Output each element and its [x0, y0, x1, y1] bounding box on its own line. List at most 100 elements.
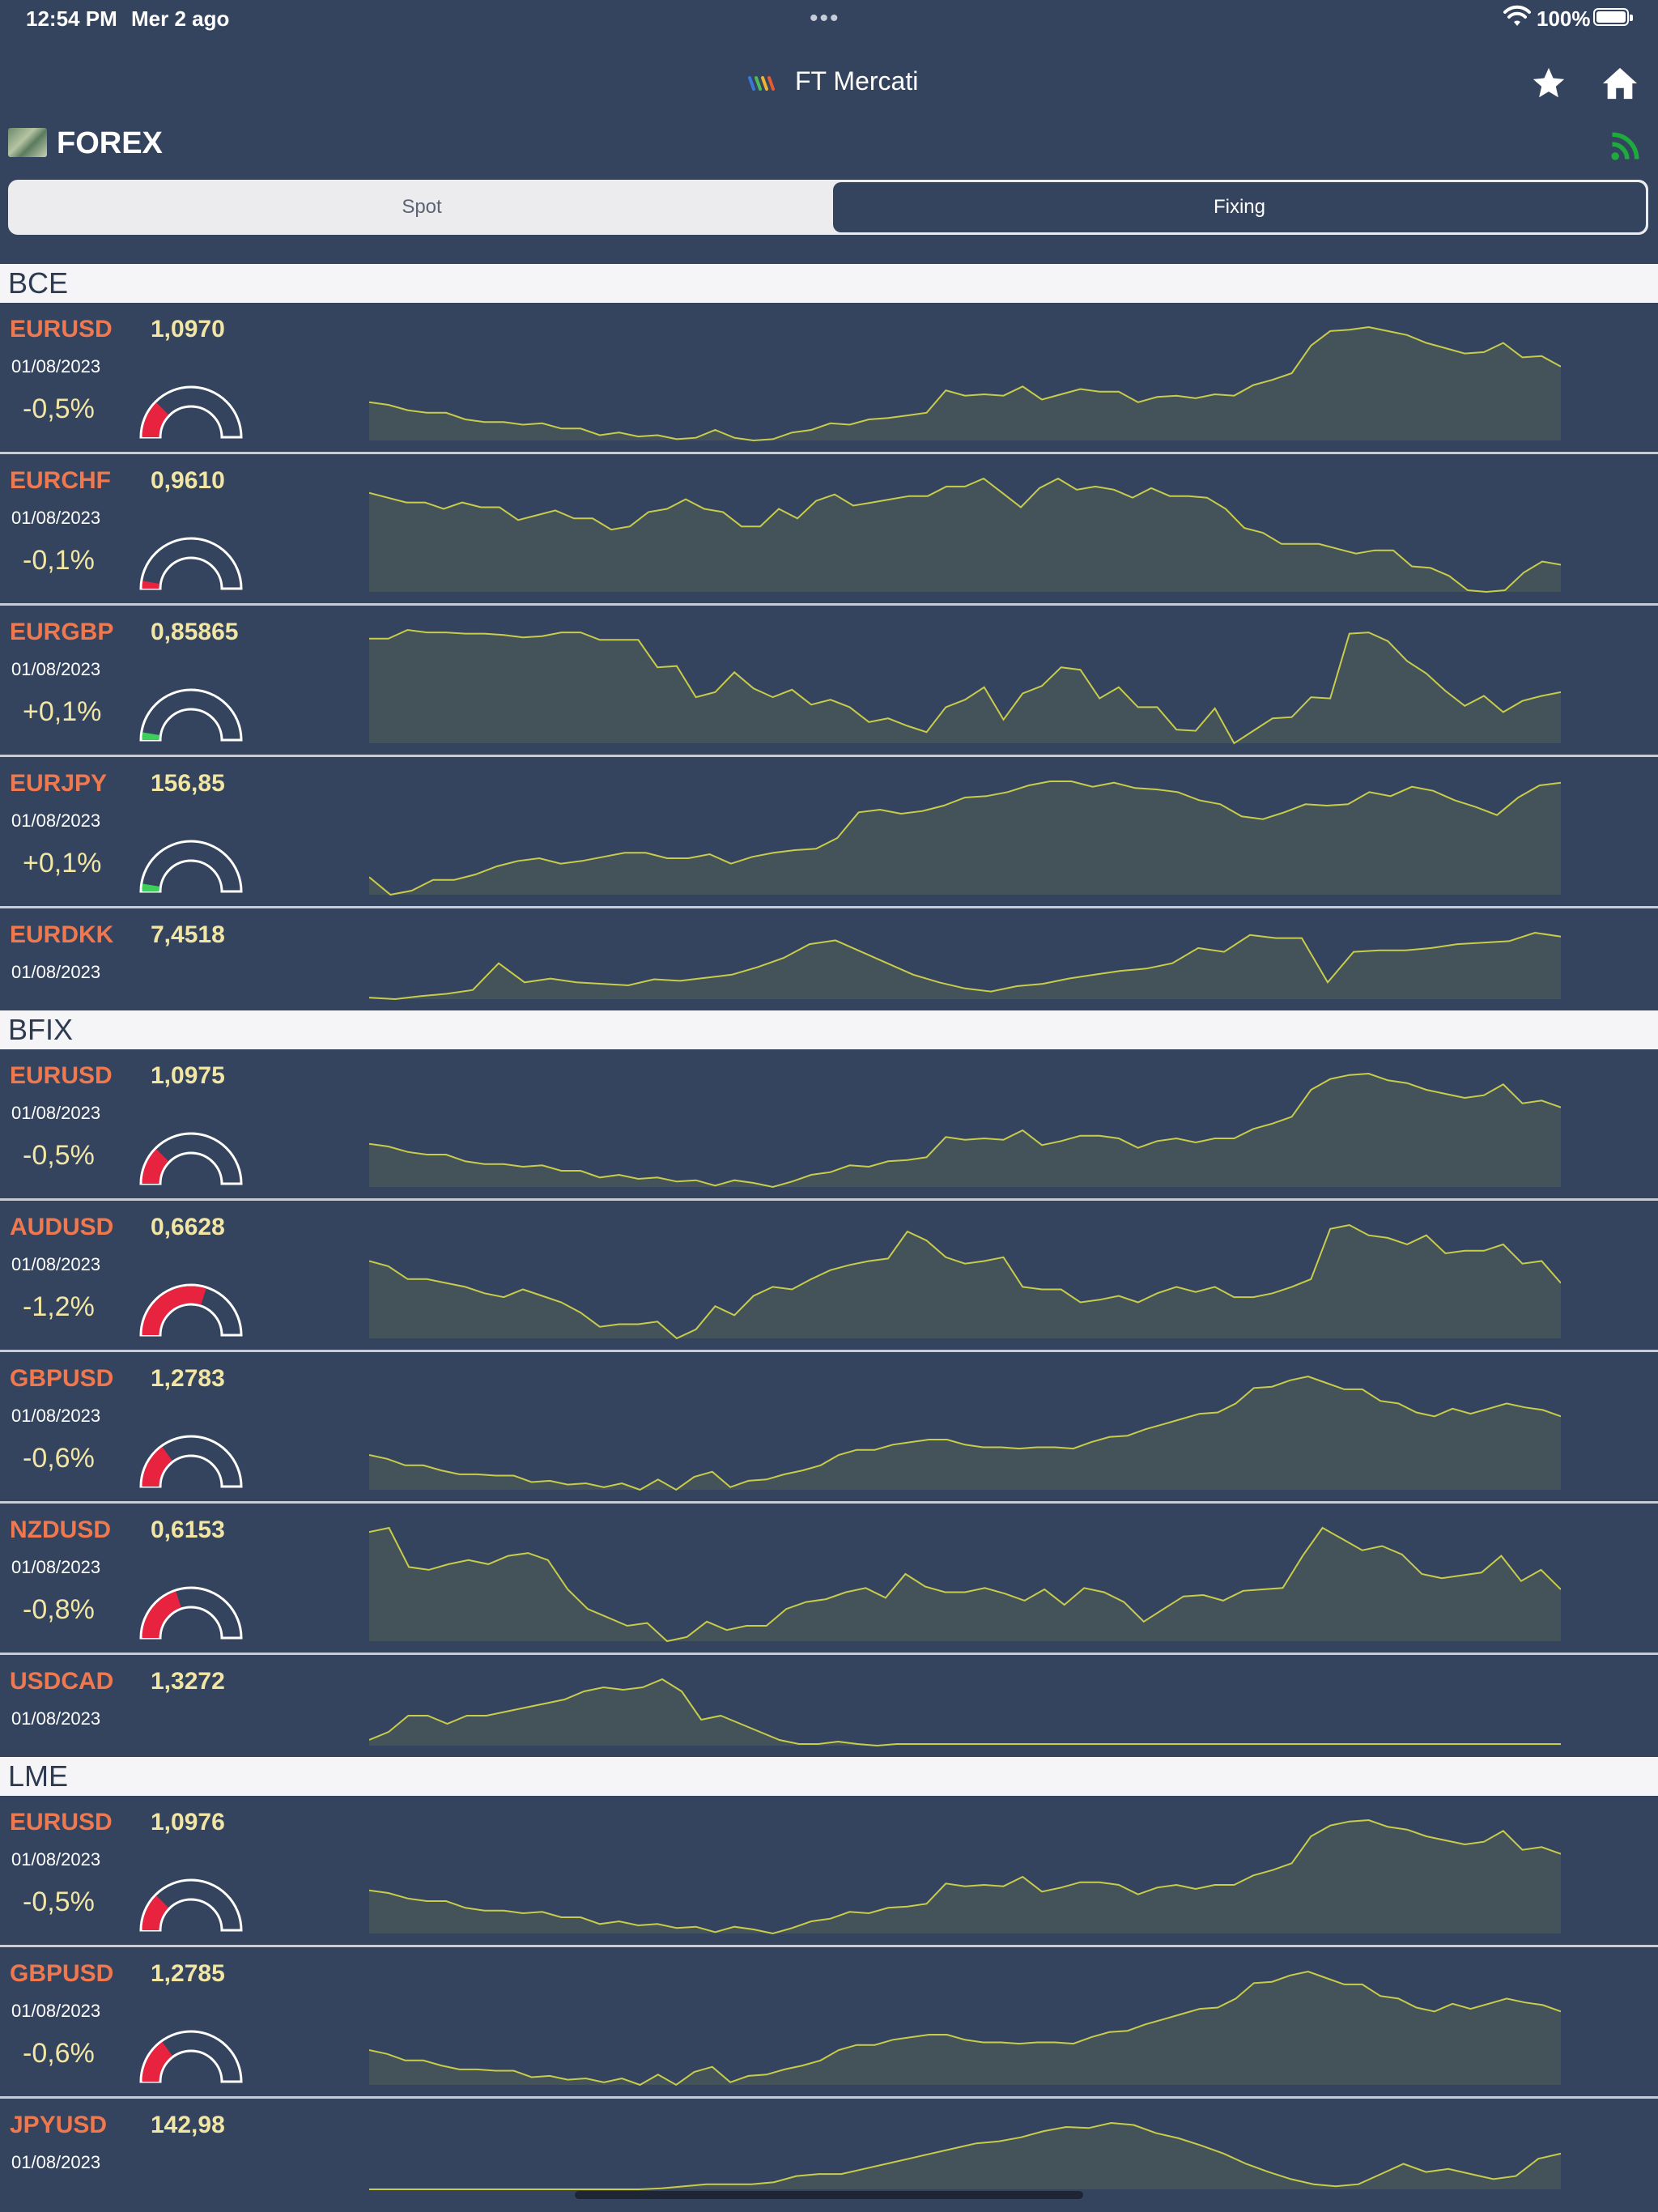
change-percent: -0,6%: [23, 2038, 95, 2069]
rate-value: 142,98: [151, 2112, 225, 2138]
rate-row[interactable]: NZDUSD 0,6153 01/08/2023 -0,8%: [0, 1504, 1658, 1655]
rate-row[interactable]: EURUSD 1,0975 01/08/2023 -0,5%: [0, 1049, 1658, 1201]
change-percent: -1,2%: [23, 1291, 95, 1322]
spot-fixing-segmented-control: Spot Fixing: [8, 180, 1648, 235]
gauge-outline: [139, 1586, 243, 1640]
sparkline-chart: [369, 1223, 1561, 1340]
section-header-bfix: BFIX: [0, 1010, 1658, 1049]
rate-value: 0,6153: [151, 1516, 225, 1543]
sparkline-chart: [369, 1819, 1561, 1935]
rate-date: 01/08/2023: [11, 1708, 101, 1729]
sparkline-area: [369, 1225, 1561, 1338]
gauge-level: [142, 402, 169, 437]
currency-pair: EURJPY: [10, 770, 108, 797]
gauge-outline: [139, 1283, 243, 1337]
change-gauge: [139, 537, 243, 590]
sparkline-chart: [369, 628, 1561, 745]
rate-date: 01/08/2023: [11, 1254, 101, 1274]
rate-value: 156,85: [151, 770, 225, 797]
star-icon[interactable]: [1530, 65, 1567, 102]
rate-value: 0,85865: [151, 619, 239, 645]
change-gauge: [139, 1435, 243, 1488]
change-percent: -0,5%: [23, 393, 95, 424]
gauge-level: [142, 1149, 169, 1184]
rate-value: 0,6628: [151, 1214, 225, 1240]
rate-row[interactable]: GBPUSD 1,2785 01/08/2023 -0,6%: [0, 1947, 1658, 2099]
multitasking-dots-icon[interactable]: •••: [810, 5, 840, 32]
sparkline-line: [369, 1970, 1561, 2087]
rate-row[interactable]: AUDUSD 0,6628 01/08/2023 -1,2%: [0, 1201, 1658, 1352]
sparkline-chart: [369, 931, 1561, 1001]
wifi-icon: [1503, 5, 1531, 26]
rate-value: 1,3272: [151, 1668, 225, 1695]
currency-pair: NZDUSD: [10, 1516, 111, 1543]
gauge-level: [142, 883, 159, 891]
sparkline-line: [369, 1526, 1561, 1643]
rate-date: 01/08/2023: [11, 1406, 101, 1426]
sparkline-area: [369, 781, 1561, 895]
section-header-bce: BCE: [0, 264, 1658, 303]
sparkline-area: [369, 1820, 1561, 1933]
battery-icon: [1593, 8, 1633, 26]
rate-date: 01/08/2023: [11, 962, 101, 982]
change-gauge: [139, 840, 243, 893]
gauge-level: [142, 581, 159, 589]
rss-feed-icon[interactable]: [1608, 128, 1643, 164]
gauge-outline: [139, 385, 243, 439]
rate-date: 01/08/2023: [11, 2001, 101, 2021]
rate-date: 01/08/2023: [11, 2152, 101, 2172]
sparkline-chart: [369, 1678, 1561, 1747]
rate-date: 01/08/2023: [11, 659, 101, 679]
currency-pair: EURCHF: [10, 467, 111, 494]
gauge-outline: [139, 1878, 243, 1932]
sparkline-line: [369, 1678, 1561, 1747]
home-indicator[interactable]: [575, 2191, 1083, 2199]
rate-row[interactable]: EURUSD 1,0976 01/08/2023 -0,5%: [0, 1796, 1658, 1947]
sparkline-chart: [369, 1375, 1561, 1491]
sparkline-chart: [369, 781, 1561, 896]
sparkline-area: [369, 479, 1561, 592]
status-bar: 12:54 PM Mer 2 ago ••• 100%: [0, 0, 1658, 39]
tab-fixing[interactable]: Fixing: [833, 182, 1646, 232]
currency-pair: AUDUSD: [10, 1214, 114, 1240]
currency-pair: EURUSD: [10, 316, 113, 342]
change-percent: -0,5%: [23, 1140, 95, 1171]
change-gauge: [139, 1132, 243, 1185]
rate-row[interactable]: EURDKK 7,4518 01/08/2023: [0, 908, 1658, 1001]
rate-row[interactable]: USDCAD 1,3272 01/08/2023: [0, 1655, 1658, 1747]
currency-pair: USDCAD: [10, 1668, 114, 1695]
gauge-level: [142, 2042, 172, 2082]
rate-date: 01/08/2023: [11, 356, 101, 376]
change-percent: -0,5%: [23, 1887, 95, 1917]
sparkline-area: [369, 2123, 1561, 2189]
sparkline-line: [369, 1375, 1561, 1491]
sparkline-line: [369, 1819, 1561, 1935]
gauge-level: [142, 1895, 169, 1930]
rate-row[interactable]: JPYUSD 142,98 01/08/2023: [0, 2099, 1658, 2191]
rate-row[interactable]: GBPUSD 1,2783 01/08/2023 -0,6%: [0, 1352, 1658, 1504]
change-gauge: [139, 688, 243, 742]
change-percent: -0,8%: [23, 1594, 95, 1625]
rate-row[interactable]: EURGBP 0,85865 01/08/2023 +0,1%: [0, 606, 1658, 757]
sparkline-line: [369, 477, 1561, 593]
sparkline-area: [369, 327, 1561, 440]
rate-date: 01/08/2023: [11, 1103, 101, 1123]
sparkline-area: [369, 933, 1561, 999]
page-title-row: FOREX: [0, 123, 1658, 172]
change-percent: +0,1%: [23, 848, 102, 878]
home-icon[interactable]: [1601, 65, 1639, 102]
rate-row[interactable]: EURUSD 1,0970 01/08/2023 -0,5%: [0, 303, 1658, 454]
rate-value: 1,0975: [151, 1062, 225, 1089]
tab-spot[interactable]: Spot: [402, 196, 442, 218]
rate-row[interactable]: EURCHF 0,9610 01/08/2023 -0,1%: [0, 454, 1658, 606]
sparkline-chart: [369, 2121, 1561, 2190]
sparkline-line: [369, 781, 1561, 896]
sparkline-chart: [369, 1526, 1561, 1643]
rate-date: 01/08/2023: [11, 508, 101, 528]
rate-row[interactable]: EURJPY 156,85 01/08/2023 +0,1%: [0, 757, 1658, 908]
status-date: Mer 2 ago: [131, 6, 230, 31]
currency-pair: EURUSD: [10, 1062, 113, 1089]
currency-pair: GBPUSD: [10, 1365, 114, 1392]
gauge-outline: [139, 1132, 243, 1185]
forex-flag-icon: [8, 128, 47, 157]
